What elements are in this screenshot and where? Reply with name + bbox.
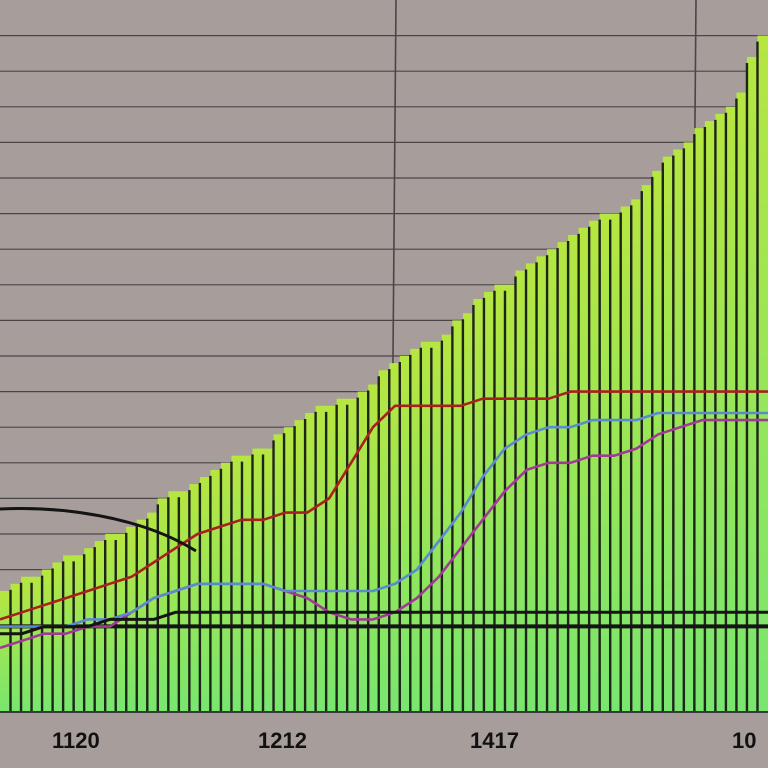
bar-1 xyxy=(0,590,12,712)
bar-16 xyxy=(157,498,169,712)
bar-49 xyxy=(504,284,517,712)
bar-4 xyxy=(31,576,43,712)
bar-60 xyxy=(620,206,632,713)
bar-21 xyxy=(210,469,222,712)
series-lines xyxy=(0,390,768,650)
bar-61 xyxy=(631,199,643,713)
bar-59 xyxy=(610,213,622,712)
bar-11 xyxy=(105,534,117,712)
bar-62 xyxy=(641,185,653,712)
bar-64 xyxy=(662,156,674,712)
bar-17 xyxy=(168,491,180,712)
bar-36 xyxy=(368,384,380,712)
series-line-2 xyxy=(0,411,768,628)
bar-18 xyxy=(178,491,190,712)
bar-27 xyxy=(273,434,285,712)
bar-33 xyxy=(336,398,348,712)
x-tick-label-4: 10 xyxy=(732,728,756,753)
bar-72 xyxy=(746,56,759,712)
bar-8 xyxy=(73,555,85,712)
bar-34 xyxy=(347,398,359,712)
bar-50 xyxy=(515,270,527,712)
curve-annotation xyxy=(0,507,197,553)
bar-3 xyxy=(21,576,33,712)
bar-58 xyxy=(599,213,611,712)
x-tick-label-1: 1120 xyxy=(52,728,100,753)
bar-47 xyxy=(483,291,496,712)
bar-46 xyxy=(473,299,485,712)
bar-2 xyxy=(10,583,22,712)
bar-55 xyxy=(568,234,580,712)
bar-15 xyxy=(147,512,159,712)
x-tick-label-2: 1212 xyxy=(258,728,307,753)
bar-71 xyxy=(736,92,748,712)
bar-51 xyxy=(526,263,538,712)
bar-53 xyxy=(547,249,559,712)
bar-32 xyxy=(326,405,338,712)
bar-70 xyxy=(725,106,738,713)
bar-43 xyxy=(441,334,453,712)
bar-25 xyxy=(252,448,264,712)
bar-19 xyxy=(189,484,201,712)
bar-66 xyxy=(683,142,695,712)
bar-57 xyxy=(589,220,601,712)
series-line-4 xyxy=(0,610,768,636)
bar-dividers xyxy=(0,41,768,713)
x-tick-labels: 1120 1212 1417 10 xyxy=(52,728,756,753)
x-tick-label-3: 1417 xyxy=(470,728,519,753)
bar-30 xyxy=(305,412,317,712)
bar-31 xyxy=(315,405,327,712)
bar-63 xyxy=(652,170,664,712)
bar-12 xyxy=(115,534,127,712)
bar-65 xyxy=(673,149,685,712)
bar-38 xyxy=(389,363,401,712)
bar-22 xyxy=(220,462,233,712)
bar-40 xyxy=(410,348,422,712)
bar-5 xyxy=(42,569,54,712)
bar-56 xyxy=(578,227,590,712)
bar-68 xyxy=(704,121,716,713)
bar-45 xyxy=(462,313,475,712)
bar-39 xyxy=(399,356,411,712)
bar-37 xyxy=(378,370,390,712)
bar-20 xyxy=(199,477,212,712)
bar-52 xyxy=(536,256,548,712)
bar-54 xyxy=(557,242,569,712)
series-line-3 xyxy=(0,390,768,621)
bar-9 xyxy=(84,548,96,712)
bar-35 xyxy=(357,391,369,712)
bar-6 xyxy=(52,562,64,712)
bar-14 xyxy=(136,519,148,712)
bar-42 xyxy=(431,341,443,712)
bar-73 xyxy=(757,35,768,713)
bar-41 xyxy=(420,341,432,712)
bar-29 xyxy=(294,420,306,712)
bar-26 xyxy=(263,448,275,712)
bar-28 xyxy=(284,427,296,712)
